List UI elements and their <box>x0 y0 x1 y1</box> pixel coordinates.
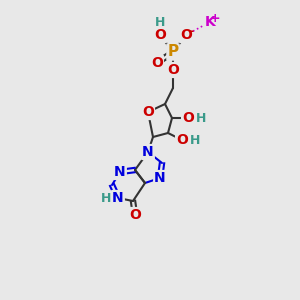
Text: O: O <box>142 105 154 119</box>
Text: H: H <box>190 134 200 146</box>
Text: O: O <box>129 208 141 222</box>
Text: O: O <box>167 63 179 77</box>
Text: N: N <box>154 171 166 185</box>
Text: N: N <box>114 165 126 179</box>
Text: O: O <box>151 56 163 70</box>
Text: +: + <box>210 11 220 25</box>
Text: P: P <box>167 44 178 59</box>
Text: O: O <box>182 111 194 125</box>
Text: H: H <box>196 112 206 124</box>
Text: -: - <box>188 25 194 38</box>
Text: N: N <box>112 191 124 205</box>
Text: H: H <box>155 16 165 28</box>
Text: N: N <box>142 145 154 159</box>
Text: O: O <box>176 133 188 147</box>
Text: K: K <box>205 15 215 29</box>
Text: H: H <box>101 191 111 205</box>
Text: O: O <box>180 28 192 42</box>
Text: O: O <box>154 28 166 42</box>
